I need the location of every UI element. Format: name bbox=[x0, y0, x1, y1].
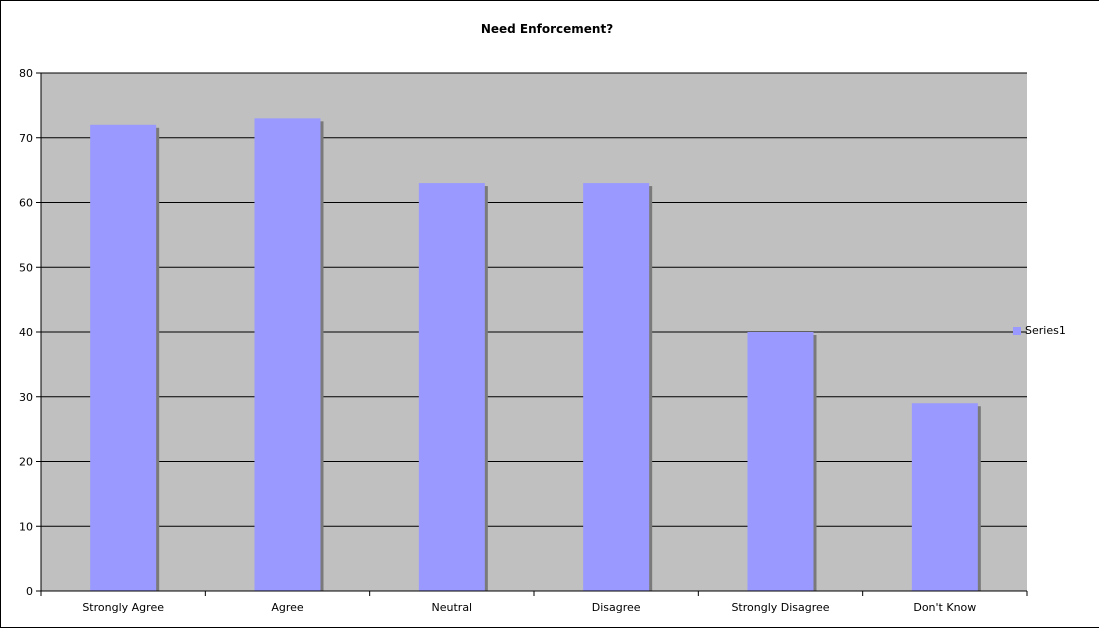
bar bbox=[90, 124, 157, 592]
x-tick-label: Agree bbox=[271, 601, 304, 614]
y-tick-label: 30 bbox=[19, 391, 33, 404]
gridlines bbox=[41, 72, 1027, 527]
bar bbox=[911, 403, 978, 591]
x-tick-label: Neutral bbox=[432, 601, 473, 614]
y-tick-label: 80 bbox=[19, 67, 33, 80]
x-tick-label: Disagree bbox=[592, 601, 641, 614]
bar bbox=[254, 118, 321, 591]
chart-title: Need Enforcement? bbox=[481, 22, 613, 36]
y-tick-label: 0 bbox=[26, 585, 33, 598]
bar bbox=[747, 332, 814, 591]
y-tick-label: 60 bbox=[19, 197, 33, 210]
y-tick-label: 10 bbox=[19, 520, 33, 533]
y-tick-label: 50 bbox=[19, 261, 33, 274]
x-tick-label: Don't Know bbox=[913, 601, 976, 614]
axes: 0 10 20 30 40 50 60 70 80 Strongly Agree Agree Neut… bbox=[19, 67, 1028, 614]
bar bbox=[418, 183, 485, 591]
bar bbox=[583, 183, 650, 591]
legend-swatch bbox=[1013, 326, 1021, 335]
y-tick-label: 40 bbox=[19, 326, 33, 339]
legend-label: Series1 bbox=[1025, 324, 1066, 337]
x-tick-label: Strongly Disagree bbox=[731, 601, 829, 614]
x-tick-label: Strongly Agree bbox=[82, 601, 164, 614]
y-tick-label: 70 bbox=[19, 132, 33, 145]
legend: Series1 bbox=[1013, 324, 1066, 337]
y-tick-label: 20 bbox=[19, 456, 33, 469]
bars bbox=[90, 118, 981, 592]
